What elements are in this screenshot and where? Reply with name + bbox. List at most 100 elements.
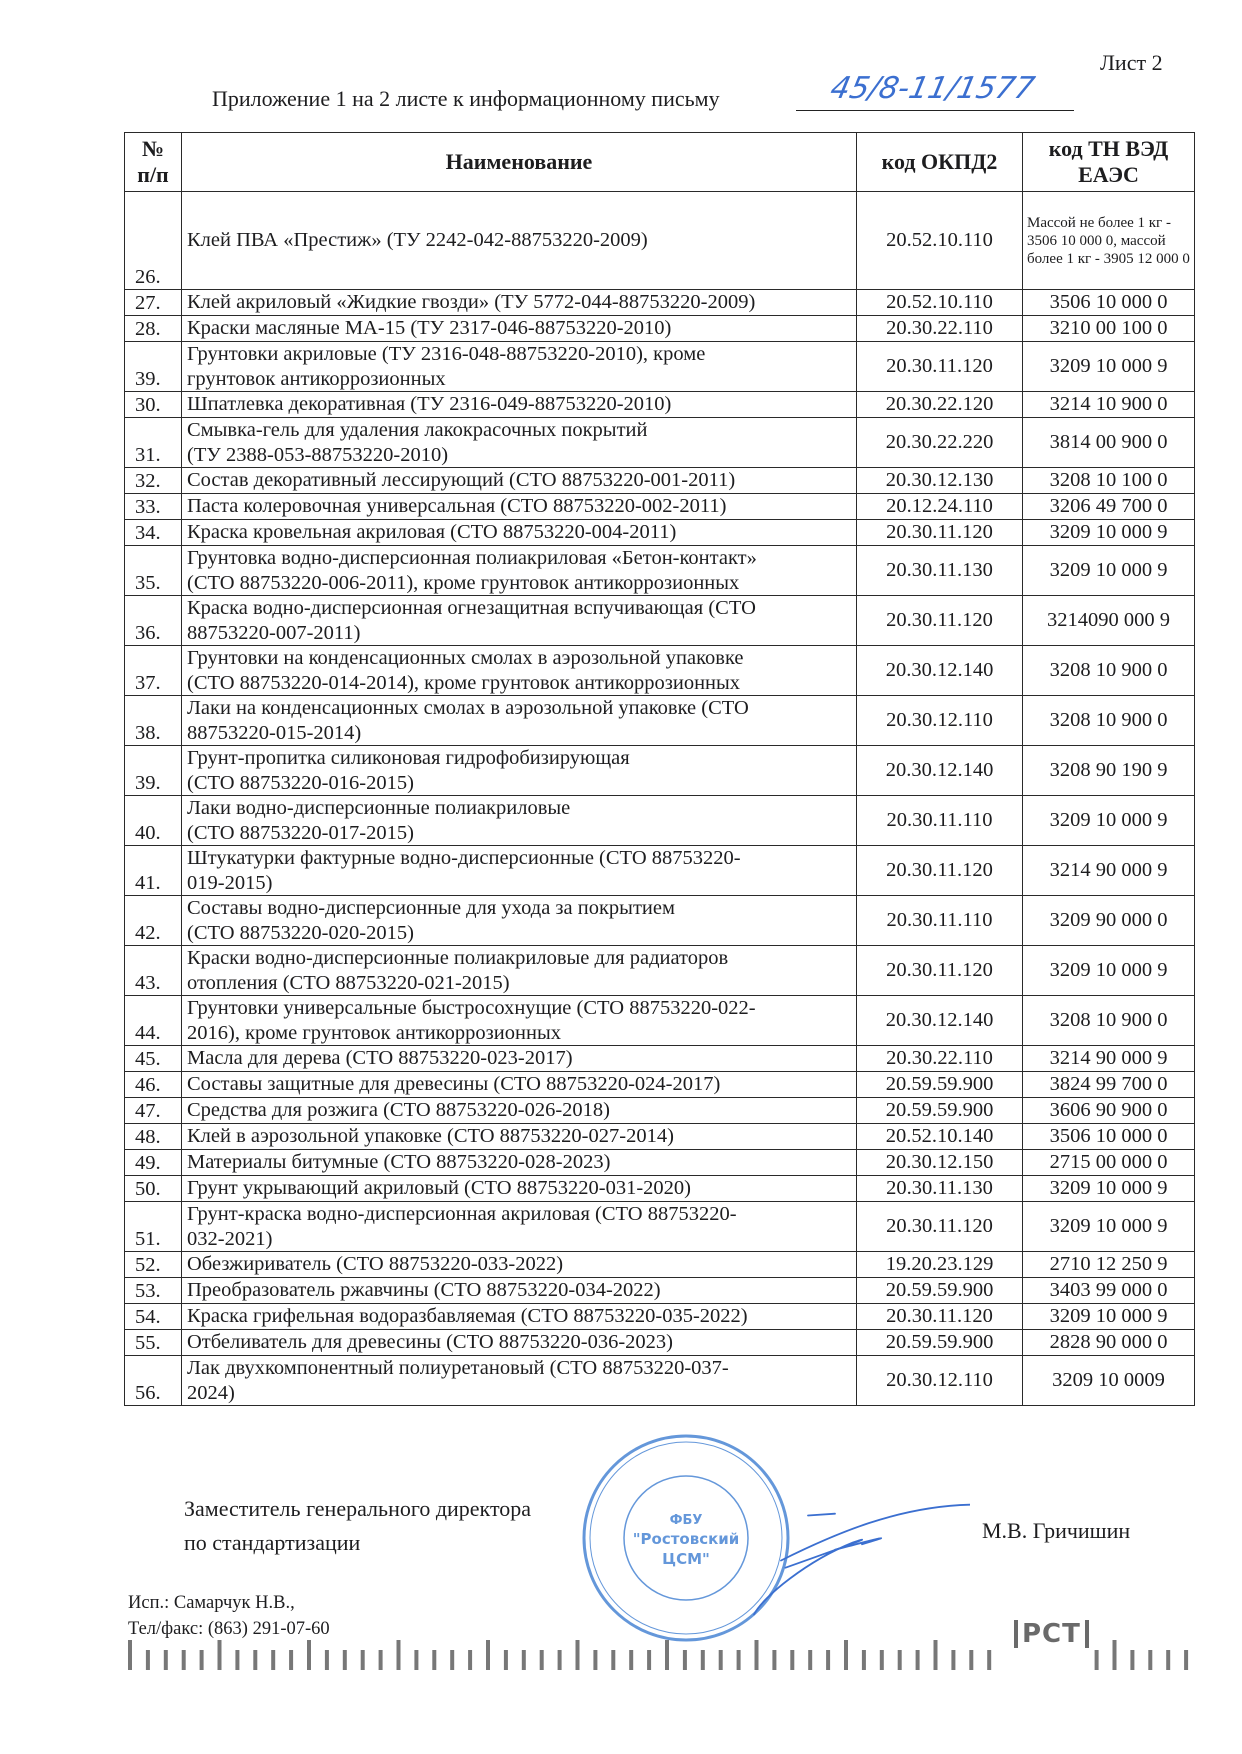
tnved-code: 3209 10 0009 — [1022, 1355, 1195, 1406]
table-row: 41. Штукатурки фактурные водно-дисперсион… — [124, 845, 1195, 896]
table-row: 42. Составы водно-дисперсионные для ухода… — [124, 895, 1195, 946]
table-row: 52. Обезжириватель (СТО 88753220-033-2022… — [124, 1251, 1195, 1278]
products-table: № п/п Наименование код ОКПД2 код ТН ВЭД … — [124, 132, 1195, 1406]
okpd2-code: 20.30.12.140 — [856, 645, 1023, 696]
strip-bar — [1166, 1650, 1171, 1670]
tnved-code: 3208 10 100 0 — [1022, 467, 1195, 494]
product-name: Смывка-гель для удаления лакокрасочных п… — [181, 417, 857, 468]
strip-bar — [665, 1640, 669, 1670]
okpd2-code: 20.59.59.900 — [856, 1329, 1023, 1356]
appendix-title: Приложение 1 на 2 листе к информационном… — [212, 86, 720, 111]
signer-title: Заместитель генерального директора по ст… — [184, 1496, 532, 1555]
tnved-code: 3214 90 000 9 — [1022, 845, 1195, 896]
table-row: 27. Клей акриловый «Жидкие гвозди» (ТУ 57… — [124, 289, 1195, 316]
table-row: 26. Клей ПВА «Престиж» (ТУ 2242-042-88753… — [124, 191, 1195, 290]
signature — [753, 1503, 970, 1616]
strip-bar — [163, 1650, 168, 1670]
strip-bar — [969, 1650, 974, 1670]
okpd2-code: 20.30.22.110 — [856, 1045, 1023, 1072]
strip-bar — [450, 1650, 455, 1670]
strip-bar — [503, 1650, 508, 1670]
executor-name: Исп.: Самарчук Н.В., — [128, 1593, 295, 1613]
strip-bar — [826, 1650, 831, 1670]
strip-bar — [1184, 1650, 1189, 1670]
table-row: 53. Преобразователь ржавчины (СТО 8875322… — [124, 1277, 1195, 1304]
product-name: Паста колеровочная универсальная (СТО 88… — [181, 493, 857, 520]
row-number: 35. — [124, 545, 182, 596]
okpd2-code: 20.30.11.120 — [856, 845, 1023, 896]
row-number: 52. — [124, 1251, 182, 1278]
tnved-code: 3403 99 000 0 — [1022, 1277, 1195, 1304]
tnved-code: 2715 00 000 0 — [1022, 1149, 1195, 1176]
table-row: 38. Лаки на конденсационных смолах в аэро… — [124, 695, 1195, 746]
strip-bar — [897, 1650, 902, 1670]
row-number: 48. — [124, 1123, 182, 1150]
footer-barcode-strip — [128, 1640, 1189, 1670]
svg-text:"Ростовский: "Ростовский — [633, 1530, 740, 1548]
strip-bar — [360, 1650, 365, 1670]
okpd2-code: 20.52.10.140 — [856, 1123, 1023, 1150]
executor-phone: Тел/факс: (863) 291-07-60 — [128, 1619, 330, 1639]
product-name: Грунтовки универсальные быстросохнущие (… — [181, 995, 857, 1046]
letter-number-text: 45/8-11/1577 — [827, 71, 1038, 106]
table-row: 50. Грунт укрывающий акриловый (СТО 88753… — [124, 1175, 1195, 1202]
tnved-code: 2710 12 250 9 — [1022, 1251, 1195, 1278]
strip-bar — [378, 1650, 383, 1670]
product-name: Шпатлевка декоративная (ТУ 2316-049-8875… — [181, 391, 857, 418]
strip-bar — [611, 1650, 616, 1670]
rst-logo: РСТ — [1014, 1620, 1089, 1648]
product-name: Штукатурки фактурные водно-дисперсионные… — [181, 845, 857, 896]
tnved-code: 3208 10 900 0 — [1022, 695, 1195, 746]
tnved-code: 3210 00 100 0 — [1022, 315, 1195, 342]
okpd2-code: 20.30.11.120 — [856, 595, 1023, 646]
okpd2-code: 20.30.22.110 — [856, 315, 1023, 342]
product-name: Средства для розжига (СТО 88753220-026-2… — [181, 1097, 857, 1124]
tnved-code: 3209 10 000 9 — [1022, 795, 1195, 846]
strip-bar — [1148, 1650, 1153, 1670]
okpd2-code: 20.30.11.120 — [856, 1201, 1023, 1252]
strip-bar — [629, 1650, 634, 1670]
tnved-code: 2828 90 000 0 — [1022, 1329, 1195, 1356]
column-header-tnved: код ТН ВЭД ЕАЭС — [1022, 132, 1195, 192]
table-row: 34. Краска кровельная акриловая (СТО 8875… — [124, 519, 1195, 546]
okpd2-code: 20.30.11.130 — [856, 1175, 1023, 1202]
product-name: Краски водно-дисперсионные полиакриловые… — [181, 945, 857, 996]
row-number: 55. — [124, 1329, 182, 1356]
table-row: 36. Краска водно-дисперсионная огнезащитн… — [124, 595, 1195, 646]
product-name: Материалы битумные (СТО 88753220-028-202… — [181, 1149, 857, 1176]
strip-bar — [861, 1650, 866, 1670]
strip-bar — [736, 1650, 741, 1670]
tnved-code: 3209 10 000 9 — [1022, 545, 1195, 596]
column-header-okpd2: код ОКПД2 — [856, 132, 1023, 192]
row-number: 53. — [124, 1277, 182, 1304]
strip-bar — [1112, 1640, 1117, 1670]
table-row: 55. Отбеливатель для древесины (СТО 88753… — [124, 1329, 1195, 1356]
table-row: 54. Краска грифельная водоразбавляемая (С… — [124, 1303, 1195, 1330]
row-number: 39. — [124, 745, 182, 796]
letter-number-underline — [796, 110, 1074, 111]
executor-info: Исп.: Самарчук Н.В., Тел/факс: (863) 291… — [128, 1590, 330, 1642]
strip-bar — [324, 1650, 329, 1670]
row-number: 32. — [124, 467, 182, 494]
strip-bar — [987, 1650, 992, 1670]
strip-bar — [879, 1650, 884, 1670]
strip-bar — [181, 1650, 186, 1670]
strip-bar — [700, 1650, 705, 1670]
row-number: 42. — [124, 895, 182, 946]
table-row: 32. Состав декоративный лессирующий (СТО … — [124, 467, 1195, 494]
table-row: 51. Грунт-краска водно-дисперсионная акри… — [124, 1201, 1195, 1252]
product-name: Масла для дерева (СТО 88753220-023-2017) — [181, 1045, 857, 1072]
tnved-code: 3209 10 000 9 — [1022, 1303, 1195, 1330]
strip-bar — [647, 1650, 652, 1670]
strip-bar — [271, 1650, 276, 1670]
okpd2-code: 20.30.12.140 — [856, 995, 1023, 1046]
product-name: Отбеливатель для древесины (СТО 88753220… — [181, 1329, 857, 1356]
product-name: Грунт-пропитка силиконовая гидрофобизиру… — [181, 745, 857, 796]
strip-bar — [486, 1640, 490, 1670]
table-row: 39. Грунтовки акриловые (ТУ 2316-048-8875… — [124, 341, 1195, 392]
strip-bar — [521, 1650, 526, 1670]
okpd2-code: 20.30.11.120 — [856, 1303, 1023, 1330]
tnved-code: 3824 99 700 0 — [1022, 1071, 1195, 1098]
product-name: Краска кровельная акриловая (СТО 8875322… — [181, 519, 857, 546]
strip-bar — [414, 1650, 419, 1670]
